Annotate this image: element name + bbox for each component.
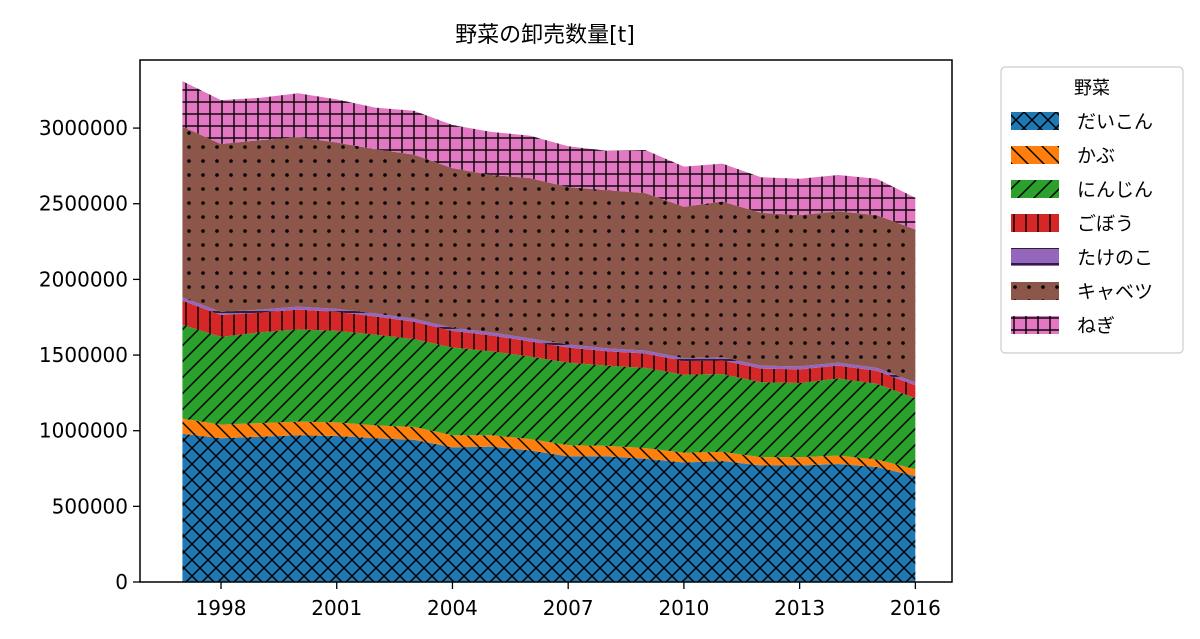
legend-swatch [1011, 316, 1059, 334]
x-axis: 1998 2001 2004 2007 2010 2013 2016 [196, 582, 941, 620]
y-tick-label: 1500000 [39, 343, 128, 367]
legend-item: にんじん [1011, 179, 1153, 201]
legend-item: だいこん [1011, 111, 1153, 133]
y-tick-label: 1000000 [39, 419, 128, 443]
legend-swatch [1011, 146, 1059, 164]
legend-title: 野菜 [1074, 78, 1110, 99]
area-series-5 [182, 126, 916, 383]
plot-areas [182, 81, 916, 582]
legend-swatch [1011, 214, 1059, 232]
y-axis: 0 500000 1000000 1500000 2000000 2500000 30000… [39, 116, 140, 594]
legend-label: かぶ [1077, 145, 1115, 167]
chart-title: 野菜の卸売数量[t] [455, 23, 635, 48]
legend-label: ごぼう [1077, 213, 1134, 235]
x-tick-label: 2013 [774, 596, 825, 620]
area-series-4 [182, 297, 916, 386]
legend-swatch [1011, 112, 1059, 130]
plot-frame [139, 59, 953, 583]
legend-label: たけのこ [1077, 247, 1153, 269]
area-series-3 [182, 300, 916, 399]
x-tick-label: 2001 [311, 596, 362, 620]
legend-item: キャベツ [1011, 281, 1153, 303]
legend-item: たけのこ [1011, 247, 1153, 269]
y-tick-label: 0 [115, 570, 128, 594]
legend-item: ねぎ [1011, 315, 1115, 337]
legend-item: かぶ [1011, 145, 1115, 167]
y-tick-label: 500000 [52, 494, 128, 518]
area-series-6 [182, 81, 916, 230]
legend-label: キャベツ [1077, 281, 1153, 303]
legend-box [1000, 66, 1184, 354]
area-series-0 [182, 433, 916, 582]
legend-item: ごぼう [1011, 213, 1134, 235]
x-tick-label: 2007 [543, 596, 594, 620]
area-series-2 [182, 324, 916, 470]
legend-swatch [1011, 248, 1059, 266]
x-tick-label: 2016 [890, 596, 941, 620]
x-tick-label: 1998 [196, 596, 247, 620]
y-tick-label: 3000000 [39, 116, 128, 140]
x-tick-label: 2010 [658, 596, 709, 620]
legend-label: だいこん [1077, 111, 1153, 133]
legend-label: ねぎ [1077, 315, 1115, 337]
legend-swatch [1011, 282, 1059, 300]
legend-swatch [1011, 180, 1059, 198]
x-tick-label: 2004 [427, 596, 478, 620]
y-tick-label: 2000000 [39, 267, 128, 291]
y-tick-label: 2500000 [39, 192, 128, 216]
legend-label: にんじん [1077, 179, 1153, 201]
area-series-1 [182, 418, 916, 477]
